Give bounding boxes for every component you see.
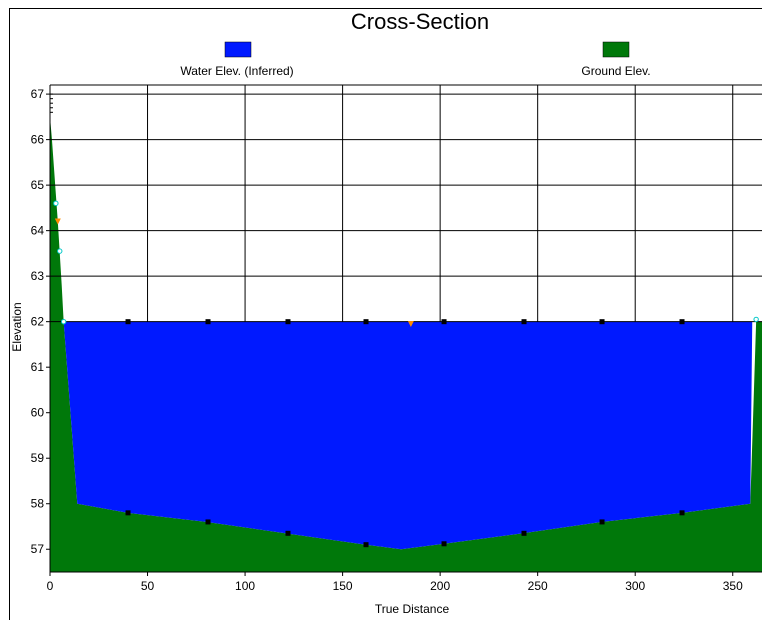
legend: Water Elev. (Inferred) Ground Elev. bbox=[180, 42, 650, 78]
y-tick-label: 66 bbox=[31, 133, 45, 147]
black-marker bbox=[600, 319, 605, 324]
black-marker bbox=[285, 531, 290, 536]
cyan-marker bbox=[754, 317, 758, 321]
chart-title: Cross-Section bbox=[351, 9, 489, 34]
x-tick-label: 100 bbox=[235, 579, 255, 593]
x-axis-label: True Distance bbox=[375, 602, 450, 616]
y-tick-label: 59 bbox=[31, 451, 45, 465]
cyan-marker bbox=[61, 319, 65, 323]
y-tick-label: 63 bbox=[31, 269, 45, 283]
y-axis-label: Elevation bbox=[10, 302, 24, 351]
y-tick-label: 65 bbox=[31, 178, 45, 192]
black-marker bbox=[126, 319, 131, 324]
black-marker bbox=[442, 541, 447, 546]
y-tick-label: 58 bbox=[31, 497, 45, 511]
cyan-marker bbox=[54, 201, 58, 205]
y-tick-label: 57 bbox=[31, 542, 45, 556]
black-marker bbox=[600, 519, 605, 524]
x-tick-label: 150 bbox=[333, 579, 353, 593]
x-tick-label: 250 bbox=[528, 579, 548, 593]
x-tick-label: 300 bbox=[625, 579, 645, 593]
black-marker bbox=[364, 542, 369, 547]
cyan-marker bbox=[58, 249, 62, 253]
y-tick-label: 60 bbox=[31, 406, 45, 420]
legend-swatch-water bbox=[225, 42, 251, 57]
y-tick-label: 61 bbox=[31, 360, 45, 374]
x-tick-label: 350 bbox=[723, 579, 743, 593]
black-marker bbox=[442, 319, 447, 324]
legend-label-water: Water Elev. (Inferred) bbox=[180, 64, 293, 78]
black-marker bbox=[522, 531, 527, 536]
black-marker bbox=[680, 510, 685, 515]
black-marker bbox=[680, 319, 685, 324]
black-marker bbox=[522, 319, 527, 324]
x-tick-label: 50 bbox=[141, 579, 155, 593]
y-tick-label: 62 bbox=[31, 315, 45, 329]
black-marker bbox=[364, 319, 369, 324]
legend-swatch-ground bbox=[603, 42, 629, 57]
legend-label-ground: Ground Elev. bbox=[581, 64, 650, 78]
water-area bbox=[64, 322, 753, 550]
black-marker bbox=[285, 319, 290, 324]
y-tick-label: 67 bbox=[31, 87, 45, 101]
black-marker bbox=[126, 510, 131, 515]
y-tick-label: 64 bbox=[31, 224, 45, 238]
black-marker bbox=[206, 519, 211, 524]
x-tick-label: 0 bbox=[47, 579, 54, 593]
black-marker bbox=[206, 319, 211, 324]
plot-area bbox=[50, 85, 762, 572]
x-tick-label: 200 bbox=[430, 579, 450, 593]
